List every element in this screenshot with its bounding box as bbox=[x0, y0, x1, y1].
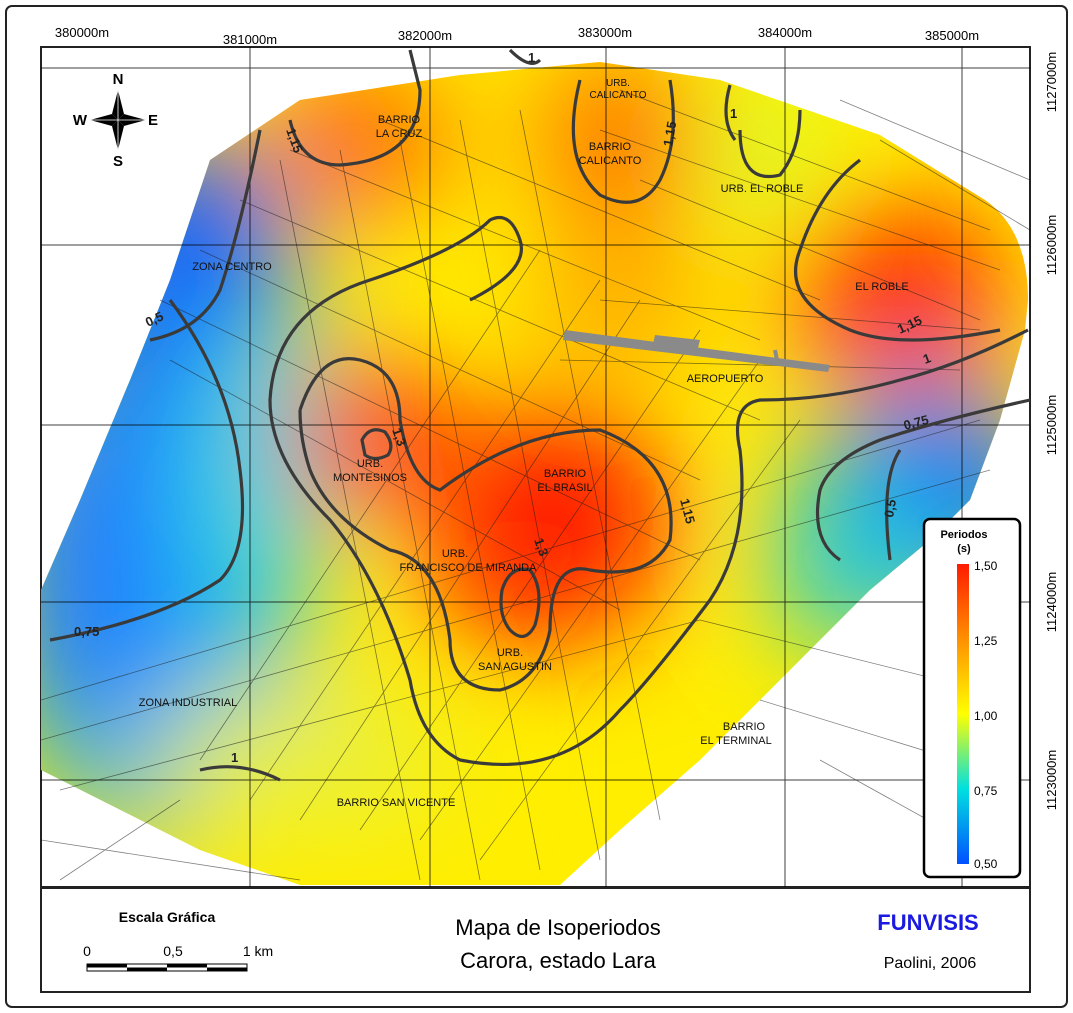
contour-label: 1,3 bbox=[531, 536, 551, 558]
contour-value-labels: 1,15 1 1,15 1 0,5 1,15 1 0,75 1,3 1,15 0… bbox=[74, 50, 933, 765]
contour-label: 1 bbox=[921, 350, 933, 367]
x-tick: 384000m bbox=[758, 25, 812, 40]
place-label: BARRIO EL BRASIL bbox=[537, 468, 592, 494]
place-labels: BARRIO LA CRUZ URB. CALICANTO BARRIO CALICA… bbox=[139, 78, 909, 809]
y-tick: 1127000m bbox=[1044, 52, 1059, 112]
compass-west-label: W bbox=[73, 112, 88, 129]
organization-name: FUNVISIS bbox=[877, 910, 978, 935]
place-label: ZONA CENTRO bbox=[192, 261, 272, 273]
y-tick: 1125000m bbox=[1044, 395, 1059, 455]
x-tick: 381000m bbox=[223, 32, 277, 47]
legend-title: Periodos bbox=[940, 529, 987, 541]
contour-label: 0,75 bbox=[74, 624, 99, 639]
scale-label: 0 bbox=[83, 943, 91, 959]
contour-label: 1,3 bbox=[389, 426, 409, 448]
x-tick: 383000m bbox=[578, 25, 632, 40]
scale-label: 0,5 bbox=[163, 943, 183, 959]
contour-label: 1,15 bbox=[677, 497, 698, 525]
street-network bbox=[41, 89, 1030, 881]
x-tick: 385000m bbox=[925, 28, 979, 43]
place-label: URB. CALICANTO bbox=[589, 78, 646, 101]
x-axis-labels: 380000m 381000m 382000m 383000m 384000m … bbox=[55, 25, 979, 47]
compass-east-label: E bbox=[148, 112, 158, 129]
y-tick: 1126000m bbox=[1044, 215, 1059, 275]
y-tick: 1123000m bbox=[1044, 750, 1059, 810]
contour-label: 0,5 bbox=[881, 498, 899, 518]
place-label: URB. MONTESINOS bbox=[333, 458, 407, 484]
legend-tick: 0,75 bbox=[974, 784, 998, 798]
place-label: AEROPUERTO bbox=[687, 373, 764, 385]
scale-bar: Escala Gráfica 0 0,5 1 km bbox=[83, 909, 273, 972]
map-title: Mapa de Isoperiodos bbox=[455, 915, 660, 940]
legend-unit: (s) bbox=[957, 543, 971, 555]
place-label: URB. SAN AGUSTIN bbox=[478, 647, 552, 673]
y-axis-labels: 1127000m 1126000m 1125000m 1124000m 1123… bbox=[1044, 52, 1059, 810]
scale-title: Escala Gráfica bbox=[119, 909, 216, 925]
contour-label: 1 bbox=[231, 750, 238, 765]
legend-ticks: 1,50 1,25 1,00 0,75 0,50 bbox=[974, 559, 998, 871]
airport-runway bbox=[563, 330, 830, 372]
compass-rose-icon: N S E W bbox=[73, 71, 158, 170]
scale-label: 1 km bbox=[243, 943, 273, 959]
legend-tick: 1,50 bbox=[974, 559, 998, 573]
legend-tick: 1,00 bbox=[974, 709, 998, 723]
map-subtitle: Carora, estado Lara bbox=[460, 948, 656, 973]
place-label: URB. FRANCISCO DE MIRANDA bbox=[400, 548, 538, 574]
coordinate-grid bbox=[41, 47, 1030, 887]
contour-label: 1 bbox=[730, 106, 737, 121]
place-label: BARRIO LA CRUZ bbox=[376, 114, 423, 140]
compass-south-label: S bbox=[113, 153, 123, 170]
contour-label: 0,75 bbox=[902, 412, 930, 433]
legend-box bbox=[922, 517, 1022, 879]
place-label: BARRIO SAN VICENTE bbox=[337, 797, 456, 809]
isoperiod-contours bbox=[49, 48, 1030, 782]
compass-north-label: N bbox=[113, 71, 124, 88]
x-tick: 382000m bbox=[398, 28, 452, 43]
legend-tick: 1,25 bbox=[974, 634, 998, 648]
place-label: BARRIO CALICANTO bbox=[579, 141, 642, 167]
place-label: BARRIO EL TERMINAL bbox=[700, 721, 772, 747]
place-label: ZONA INDUSTRIAL bbox=[139, 697, 237, 709]
legend: Periodos (s) 1,50 1,25 1,00 0,75 0,50 bbox=[922, 517, 1022, 879]
legend-tick: 0,50 bbox=[974, 857, 998, 871]
legend-color-ramp bbox=[957, 564, 969, 864]
map-credit: Paolini, 2006 bbox=[884, 955, 977, 972]
contour-label: 1 bbox=[528, 50, 535, 65]
contour-label: 0,5 bbox=[143, 308, 166, 329]
y-tick: 1124000m bbox=[1044, 572, 1059, 632]
contour-label: 1,15 bbox=[660, 120, 679, 148]
place-label: EL ROBLE bbox=[855, 281, 908, 293]
place-label: URB. EL ROBLE bbox=[721, 183, 804, 195]
x-tick: 380000m bbox=[55, 25, 109, 40]
footer-panel bbox=[40, 887, 1031, 993]
